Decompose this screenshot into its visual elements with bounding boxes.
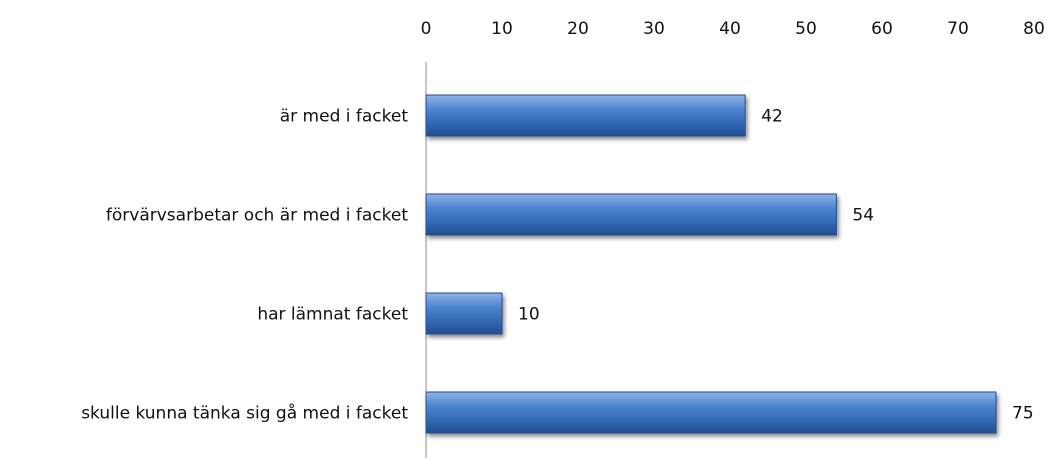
value-label: 75 (1012, 404, 1034, 424)
category-label: är med i facket (280, 107, 409, 127)
bar (425, 391, 997, 434)
value-label: 42 (761, 107, 783, 127)
category-label: skulle kunna tänka sig gå med i facket (81, 403, 408, 424)
x-tick-label: 10 (491, 19, 513, 39)
category-labels: är med i facket förvärvsarbetar och är me… (81, 107, 408, 424)
x-tick-label: 60 (871, 19, 893, 39)
x-tick-label: 0 (421, 19, 432, 39)
bars (425, 94, 997, 434)
value-label: 10 (518, 305, 540, 325)
value-labels: 42 54 10 75 (518, 107, 1034, 424)
x-tick-label: 70 (947, 19, 969, 39)
x-tick-label: 20 (567, 19, 589, 39)
x-tick-label: 30 (643, 19, 665, 39)
bar (425, 292, 503, 335)
value-label: 54 (852, 206, 874, 226)
bar (425, 94, 746, 137)
x-tick-label: 40 (719, 19, 741, 39)
x-tick-label: 80 (1023, 19, 1045, 39)
category-label: har lämnat facket (257, 305, 408, 325)
x-axis-ticks: 0 10 20 30 40 50 60 70 80 (421, 19, 1045, 39)
x-tick-label: 50 (795, 19, 817, 39)
bar (425, 193, 837, 236)
category-label: förvärvsarbetar och är med i facket (106, 206, 408, 226)
